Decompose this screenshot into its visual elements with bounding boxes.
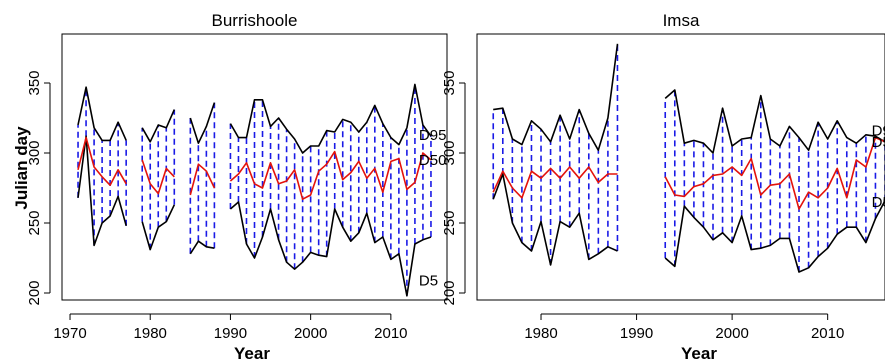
xlabel-right: Year [681,344,717,361]
series-d95-line [493,43,619,151]
label-d5: D5 [872,194,885,211]
x-tick-label: 1990 [620,325,653,342]
y-tick-label: 250 [26,210,43,235]
y-tick-label: 200 [441,280,458,305]
x-tick-label: 1970 [53,325,86,342]
y-tick-label: 200 [26,280,43,305]
shared-ylabel: Julian day [12,126,31,210]
x-tick-label: 1980 [524,325,557,342]
x-tick-label: 1990 [214,325,247,342]
series-d95-line [229,83,432,154]
x-tick-label: 2000 [294,325,327,342]
label-d50: D50 [419,152,447,169]
plot-frame [61,33,448,301]
series-d5-line [189,240,215,255]
series-d5-line [229,201,432,297]
series-d5-line [664,200,885,273]
series-d50-line [229,150,432,200]
y-tick-label: 300 [441,140,458,165]
y-tick-label: 350 [441,70,458,95]
xlabel-left: Year [234,344,270,361]
series-d95-line [189,102,216,144]
series-d95-line [664,89,885,154]
series-d95-line [77,86,127,142]
series-d50-line [492,166,618,199]
plot-frame [476,33,885,301]
series-d5-line [77,135,127,247]
label-d50: D50 [872,134,885,151]
label-d95: D95 [872,123,885,140]
series-d50-line [141,159,175,195]
series-d5-line [492,173,618,266]
y-tick-label: 350 [26,70,43,95]
label-d95: D95 [419,127,447,144]
x-tick-label: 2010 [811,325,844,342]
chart-burrishoole: Burrishoole 1970 1980 1990 2000 2010 200 250 300… [26,11,448,342]
x-tick-label: 2010 [374,325,407,342]
x-tick-label: 2000 [715,325,748,342]
x-tick-label: 1980 [134,325,167,342]
series-d95-line [141,109,176,143]
chart-title: Imsa [663,11,700,30]
series-d50-line [77,136,127,186]
chart-title: Burrishoole [212,11,298,30]
series-d50-line [664,136,885,210]
series-d50-line [189,163,216,196]
label-d5: D5 [419,272,438,289]
y-tick-label: 250 [441,210,458,235]
series-d5-line [141,204,176,251]
y-tick-label: 300 [26,140,43,165]
